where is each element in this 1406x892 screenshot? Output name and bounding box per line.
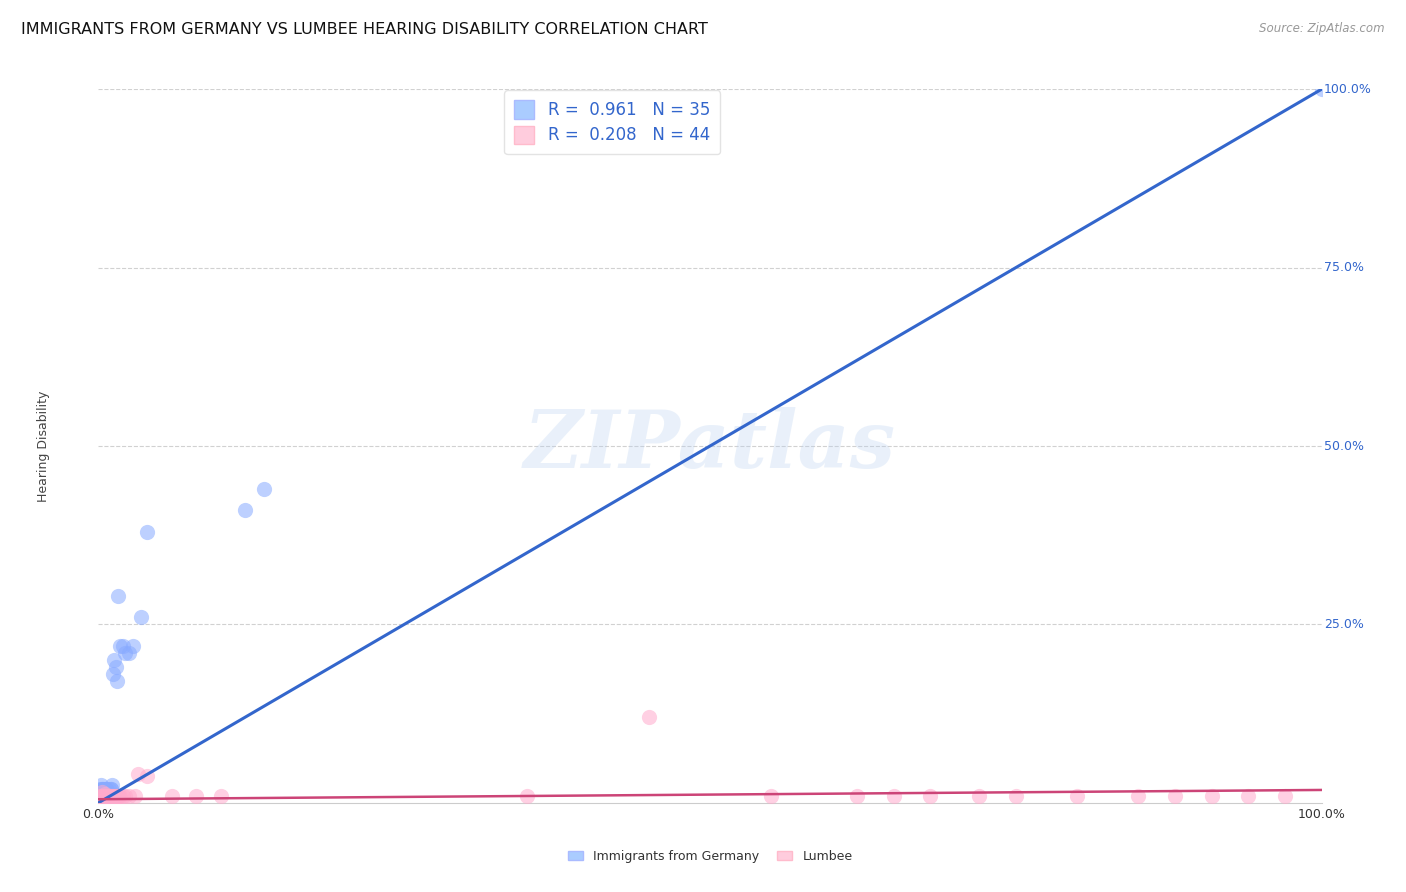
Point	[93, 785, 115, 799]
Point	[98, 781, 121, 796]
Point	[94, 781, 117, 796]
Point	[107, 789, 129, 803]
Point	[101, 789, 124, 803]
Point	[110, 639, 132, 653]
Point	[108, 789, 131, 803]
Point	[91, 785, 114, 799]
Point	[121, 639, 143, 653]
Point	[1274, 789, 1296, 803]
Point	[94, 781, 117, 796]
Point	[920, 789, 942, 803]
Point	[96, 785, 118, 799]
Point	[89, 789, 111, 803]
Point	[93, 785, 115, 799]
Point	[101, 667, 124, 681]
Point	[94, 789, 117, 803]
Point	[1237, 789, 1260, 803]
Point	[93, 781, 115, 796]
Point	[209, 789, 232, 803]
Point	[105, 789, 128, 803]
Text: 100.0%: 100.0%	[1324, 83, 1372, 95]
Point	[111, 789, 134, 803]
Point	[96, 785, 118, 799]
Point	[93, 789, 115, 803]
Point	[91, 785, 114, 799]
Point	[90, 785, 112, 799]
Point	[118, 789, 141, 803]
Point	[127, 767, 149, 781]
Point	[91, 789, 114, 803]
Text: 75.0%: 75.0%	[1324, 261, 1364, 274]
Point	[93, 787, 115, 801]
Point	[91, 781, 114, 796]
Point	[111, 639, 134, 653]
Point	[124, 789, 146, 803]
Point	[1310, 82, 1333, 96]
Point	[96, 789, 118, 803]
Text: Source: ZipAtlas.com: Source: ZipAtlas.com	[1260, 22, 1385, 36]
Point	[160, 789, 183, 803]
Point	[89, 781, 111, 796]
Point	[637, 710, 661, 724]
Point	[107, 589, 129, 603]
Point	[1066, 789, 1088, 803]
Point	[91, 781, 114, 796]
Point	[104, 789, 127, 803]
Point	[761, 789, 783, 803]
Point	[91, 781, 114, 796]
Text: Hearing Disability: Hearing Disability	[37, 391, 49, 501]
Point	[90, 789, 112, 803]
Point	[90, 778, 112, 792]
Point	[114, 789, 136, 803]
Point	[100, 781, 122, 796]
Point	[845, 789, 868, 803]
Point	[91, 789, 114, 803]
Point	[97, 785, 120, 799]
Point	[100, 781, 122, 796]
Point	[515, 789, 537, 803]
Text: IMMIGRANTS FROM GERMANY VS LUMBEE HEARING DISABILITY CORRELATION CHART: IMMIGRANTS FROM GERMANY VS LUMBEE HEARIN…	[21, 22, 709, 37]
Point	[136, 524, 159, 539]
Point	[129, 610, 152, 624]
Point	[233, 503, 256, 517]
Legend: Immigrants from Germany, Lumbee: Immigrants from Germany, Lumbee	[562, 845, 858, 868]
Point	[252, 482, 274, 496]
Point	[114, 646, 136, 660]
Point	[105, 674, 128, 689]
Point	[101, 789, 124, 803]
Point	[186, 789, 208, 803]
Point	[1164, 789, 1187, 803]
Point	[96, 789, 118, 803]
Point	[97, 789, 120, 803]
Point	[100, 789, 122, 803]
Text: 50.0%: 50.0%	[1324, 440, 1364, 452]
Point	[104, 660, 127, 674]
Point	[1201, 789, 1223, 803]
Point	[118, 646, 141, 660]
Point	[1128, 789, 1150, 803]
Text: ZIPatlas: ZIPatlas	[524, 408, 896, 484]
Point	[136, 769, 159, 783]
Point	[91, 789, 114, 803]
Point	[98, 789, 121, 803]
Point	[110, 789, 132, 803]
Text: 25.0%: 25.0%	[1324, 618, 1364, 631]
Point	[967, 789, 990, 803]
Point	[103, 653, 125, 667]
Point	[103, 789, 125, 803]
Point	[101, 778, 124, 792]
Point	[1004, 789, 1026, 803]
Point	[883, 789, 905, 803]
